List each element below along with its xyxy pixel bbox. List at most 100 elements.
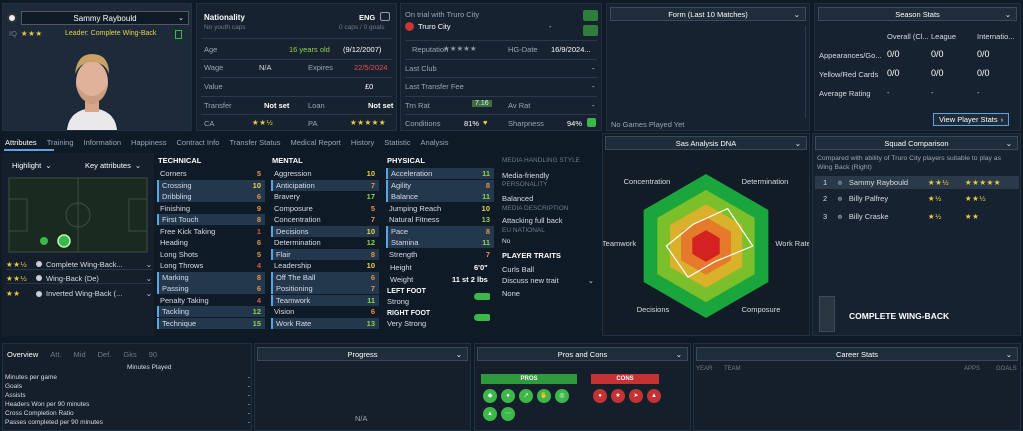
attribute-row[interactable]: Corners 5 <box>157 168 265 179</box>
attribute-row[interactable]: Acceleration 11 <box>386 168 494 179</box>
clipboard-icon[interactable] <box>175 30 182 39</box>
attribute-row[interactable]: Bravery 17 <box>271 191 379 202</box>
shortlist-icon[interactable] <box>583 10 598 21</box>
progress-header[interactable]: Progress ⌄ <box>257 347 468 361</box>
attribute-row[interactable]: Composure 5 <box>271 203 379 214</box>
attribute-row[interactable]: Balance 11 <box>386 191 494 202</box>
runner-icon: ➤ <box>629 389 643 403</box>
season-col-overall: Overall (Cl... <box>887 32 929 41</box>
season-header[interactable]: Season Stats ⌄ <box>818 7 1017 21</box>
career-header[interactable]: Career Stats ⌄ <box>696 347 1018 361</box>
squad-header[interactable]: Squad Comparison ⌄ <box>815 136 1018 150</box>
attribute-row[interactable]: Marking 8 <box>157 271 265 283</box>
attribute-row[interactable]: Off The Ball 6 <box>271 271 379 283</box>
attribute-row[interactable]: Stamina 11 <box>386 237 494 248</box>
tab-transfer-status[interactable]: Transfer Status <box>229 137 281 147</box>
attribute-row[interactable]: Finishing 9 <box>157 203 265 214</box>
tab-att[interactable]: Att. <box>50 350 62 359</box>
attribute-name: Strength <box>389 249 418 259</box>
attribute-value: 12 <box>366 238 375 247</box>
attribute-row[interactable]: Work Rate 13 <box>271 317 379 329</box>
tab-def[interactable]: Def. <box>97 350 112 359</box>
squad-row[interactable]: 1 ☻ Sammy Raybould ★★½ ★★★★★ <box>815 176 1019 189</box>
attribute-name: Off The Ball <box>276 272 316 282</box>
attribute-row[interactable]: Pace 8 <box>386 225 494 237</box>
attribute-row[interactable]: Dribbling 6 <box>157 191 265 202</box>
chevron-down-icon: ⌄ <box>455 349 462 359</box>
attribute-row[interactable]: Anticipation 7 <box>271 179 379 191</box>
player-card: Sammy Raybould ⌄ IQ ★★★ Leader: Complete… <box>2 3 192 131</box>
role-row-3[interactable]: ★★ Inverted Wing-Back (... ⌄ <box>6 288 152 299</box>
tab-gks[interactable]: Gks <box>123 350 137 359</box>
attribute-row[interactable]: Strength 7 <box>386 249 494 260</box>
attribute-row[interactable]: Technique 15 <box>157 317 265 329</box>
tab-analysis[interactable]: Analysis <box>420 137 449 147</box>
attribute-row[interactable]: Heading 6 <box>157 237 265 248</box>
attribute-row[interactable]: Crossing 10 <box>157 179 265 191</box>
attribute-row[interactable]: Natural Fitness 13 <box>386 214 494 225</box>
squad-row[interactable]: 3 ☻ Billy Craske ★½ ★★ <box>823 212 980 221</box>
tab-happiness[interactable]: Happiness <box>131 137 167 147</box>
attribute-row[interactable]: Jumping Reach 10 <box>386 203 494 214</box>
tab-contract-info[interactable]: Contract Info <box>176 137 220 147</box>
attribute-row[interactable]: Teamwork 11 <box>271 294 379 306</box>
report-icon[interactable] <box>583 25 598 36</box>
attribute-row[interactable]: Free Kick Taking 1 <box>157 226 265 237</box>
club-name[interactable]: Truro City <box>418 22 451 31</box>
sharpness-value: 94% <box>567 119 583 128</box>
discuss-trait-dropdown[interactable]: Discuss new trait ⌄ <box>502 276 594 285</box>
season-col-intl: Internatio... <box>977 32 1015 41</box>
highlight-dropdown[interactable]: Highlight ⌄ <box>12 161 52 170</box>
attribute-value: 10 <box>481 203 490 213</box>
tab-history[interactable]: History <box>350 137 375 147</box>
attribute-row[interactable]: Determination 12 <box>271 237 379 248</box>
attribute-row[interactable]: Vision 6 <box>271 306 379 317</box>
form-header[interactable]: Form (Last 10 Matches) ⌄ <box>610 7 806 21</box>
attribute-row[interactable]: Long Throws 4 <box>157 260 265 271</box>
tab-information[interactable]: Information <box>83 137 122 147</box>
attribute-value: 12 <box>252 307 261 316</box>
dna-hexagon-chart: Concentration Determination Work Rate Compo… <box>603 174 809 318</box>
tab-attributes[interactable]: Attributes <box>5 137 37 147</box>
player-name-select[interactable]: Sammy Raybould ⌄ <box>21 11 189 25</box>
role-row-1[interactable]: ★★½ Complete Wing-Back... ⌄ <box>6 259 152 270</box>
attribute-row[interactable]: Concentration 7 <box>271 214 379 225</box>
tab-training[interactable]: Training <box>46 137 74 147</box>
attribute-name: Pace <box>391 226 409 236</box>
attribute-value: 8 <box>256 215 261 224</box>
role-row-2[interactable]: ★★½ Wing-Back (De) ⌄ <box>6 273 152 284</box>
view-player-stats-button[interactable]: View Player Stats › <box>933 113 1010 126</box>
loan-value: Not set <box>368 101 394 110</box>
tab-underline <box>4 149 54 151</box>
attribute-name: Marking <box>162 272 189 282</box>
attribute-value: 5 <box>256 249 261 259</box>
attribute-row[interactable]: Flair 8 <box>271 248 379 260</box>
form-chart-area <box>610 26 806 118</box>
pitch-diagram <box>8 177 148 253</box>
attribute-row[interactable]: Long Shots 5 <box>157 249 265 260</box>
attribute-value: 11 <box>482 169 490 178</box>
attribute-row[interactable]: Leadership 10 <box>271 260 379 271</box>
technical-title: TECHNICAL <box>158 156 202 165</box>
key-attributes-dropdown[interactable]: Key attributes ⌄ <box>85 161 142 170</box>
attribute-row[interactable]: Agility 8 <box>386 179 494 191</box>
media-desc-label: MEDIA DESCRIPTION <box>502 205 569 212</box>
squad-row[interactable]: 2 ☻ Billy Palfrey ★½ ★★½ <box>823 194 987 203</box>
tab-medical-report[interactable]: Medical Report <box>290 137 341 147</box>
tab-90[interactable]: 90 <box>148 350 158 359</box>
pros-cons-header[interactable]: Pros and Cons ⌄ <box>477 347 688 361</box>
dna-label-concentration: Concentration <box>624 177 671 186</box>
dna-header[interactable]: Sas Analysis DNA ⌄ <box>605 136 807 150</box>
hand-icon: ✋ <box>537 389 551 403</box>
attribute-row[interactable]: First Touch 8 <box>157 214 265 225</box>
attribute-row[interactable]: Penalty Taking 4 <box>157 295 265 306</box>
attribute-row[interactable]: Positioning 7 <box>271 283 379 294</box>
last-fee-label: Last Transfer Fee <box>405 82 464 91</box>
attribute-row[interactable]: Decisions 10 <box>271 225 379 237</box>
attribute-row[interactable]: Passing 6 <box>157 283 265 294</box>
attribute-row[interactable]: Tackling 12 <box>157 306 265 317</box>
attribute-row[interactable]: Aggression 10 <box>271 168 379 179</box>
tab-statistic[interactable]: Statistic <box>384 137 411 147</box>
tab-mid[interactable]: Mid <box>73 350 86 359</box>
tab-overview[interactable]: Overview <box>7 350 39 359</box>
